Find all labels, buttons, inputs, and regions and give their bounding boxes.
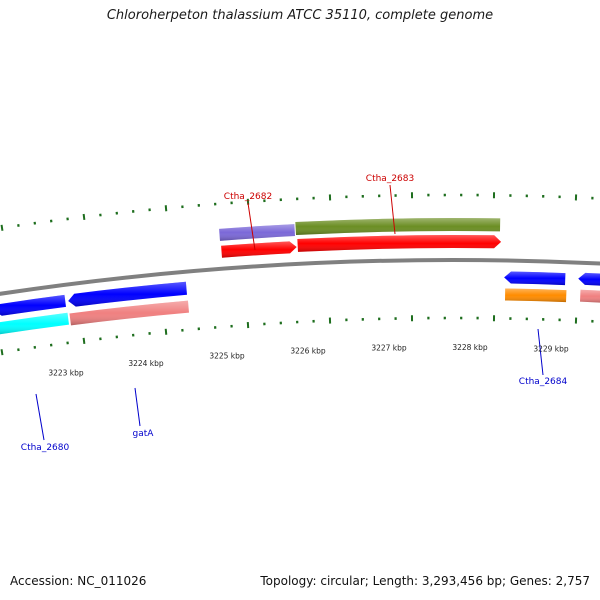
accession-text: Accession: NC_011026 (10, 574, 147, 588)
tick-label: 3223 kbp (48, 368, 84, 377)
inner-tick-mark (82, 337, 86, 344)
inner-tick-mark (0, 349, 4, 356)
gene-label[interactable]: Ctha_2682 (224, 192, 272, 202)
ctha-2683-cog-shading (295, 218, 501, 236)
backbone-layer (0, 258, 600, 296)
gene-label[interactable]: Ctha_2683 (366, 174, 414, 184)
ctha-2680-cog-shading (0, 312, 69, 335)
gene-leader-line (389, 184, 396, 235)
gene-leader-line (134, 387, 141, 427)
gene-label[interactable]: Ctha_2680 (21, 443, 70, 453)
next-gene-cog-shading (580, 289, 600, 303)
genome-backbone (0, 258, 600, 296)
next-gene-cds-shading (578, 272, 600, 286)
gene-leader-line (35, 393, 45, 441)
ctha-2680-cds-shading (0, 294, 66, 316)
gene-leader-line (247, 202, 256, 251)
gene-leader-line (537, 328, 544, 376)
tick-label: 3224 kbp (128, 359, 164, 368)
gene-label[interactable]: gatA (133, 429, 155, 439)
outer-tick-mark (164, 205, 168, 212)
tick-dot-layer (0, 192, 594, 356)
tick-label: 3228 kbp (452, 343, 488, 352)
tick-label: 3225 kbp (209, 352, 245, 361)
ctha-2682-cds-shading (221, 241, 297, 258)
gatA-cog-shading (69, 300, 189, 326)
map-title: Chloroherpeton thalassium ATCC 35110, co… (106, 8, 494, 23)
outer-tick-mark (82, 213, 86, 221)
genome-summary-text: Topology: circular; Length: 3,293,456 bp… (260, 574, 590, 588)
tick-label: 3229 kbp (533, 345, 569, 354)
tick-label: 3227 kbp (371, 344, 407, 353)
gatA-cds-shading (68, 281, 187, 307)
gene-label-layer: Ctha_2682 Ctha_2683 Ctha_2680 gatA Ctha_2684 (21, 174, 568, 453)
feature-layer (0, 218, 600, 335)
ctha-2683-cds-shading (297, 235, 502, 252)
ctha-2684-cog-shading (505, 288, 567, 303)
tick-label-layer: 3223 kbp 3224 kbp 3225 kbp 3226 kbp 3227 kbp… (48, 343, 569, 377)
ctha-2684-cds-shading (504, 271, 566, 286)
ctha-2682-cog-shading (219, 224, 295, 241)
inner-tick-mark (164, 328, 168, 335)
gene-label[interactable]: Ctha_2684 (519, 377, 568, 387)
outer-tick-mark (0, 224, 4, 231)
tick-label: 3226 kbp (290, 347, 326, 356)
